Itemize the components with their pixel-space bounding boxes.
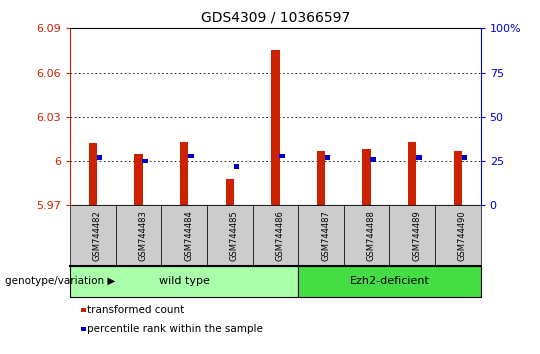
Text: GSM744486: GSM744486 xyxy=(275,210,285,261)
Text: Ezh2-deficient: Ezh2-deficient xyxy=(349,276,429,286)
Text: GSM744482: GSM744482 xyxy=(93,210,102,261)
Bar xyxy=(317,151,325,205)
Bar xyxy=(362,149,370,205)
Text: GSM744483: GSM744483 xyxy=(139,210,147,261)
Bar xyxy=(234,164,239,169)
Text: GSM744490: GSM744490 xyxy=(458,210,467,261)
Text: wild type: wild type xyxy=(159,276,210,286)
Text: transformed count: transformed count xyxy=(87,305,185,315)
Bar xyxy=(279,154,285,158)
Bar xyxy=(325,155,330,160)
Text: percentile rank within the sample: percentile rank within the sample xyxy=(87,324,264,334)
Bar xyxy=(143,159,148,163)
Bar xyxy=(462,155,467,160)
Bar xyxy=(408,142,416,205)
Bar xyxy=(454,151,462,205)
Bar xyxy=(180,142,188,205)
Text: GSM744489: GSM744489 xyxy=(412,210,421,261)
Bar xyxy=(188,154,193,158)
Text: GSM744487: GSM744487 xyxy=(321,210,330,261)
Bar xyxy=(416,155,422,160)
Bar xyxy=(226,179,234,205)
Bar xyxy=(370,157,376,161)
Bar xyxy=(271,50,280,205)
Text: GSM744485: GSM744485 xyxy=(230,210,239,261)
Bar xyxy=(97,155,102,160)
Bar xyxy=(89,143,97,205)
Text: GSM744488: GSM744488 xyxy=(367,210,376,261)
Bar xyxy=(134,154,143,205)
Text: genotype/variation ▶: genotype/variation ▶ xyxy=(5,276,116,286)
Text: GSM744484: GSM744484 xyxy=(184,210,193,261)
Title: GDS4309 / 10366597: GDS4309 / 10366597 xyxy=(201,10,350,24)
